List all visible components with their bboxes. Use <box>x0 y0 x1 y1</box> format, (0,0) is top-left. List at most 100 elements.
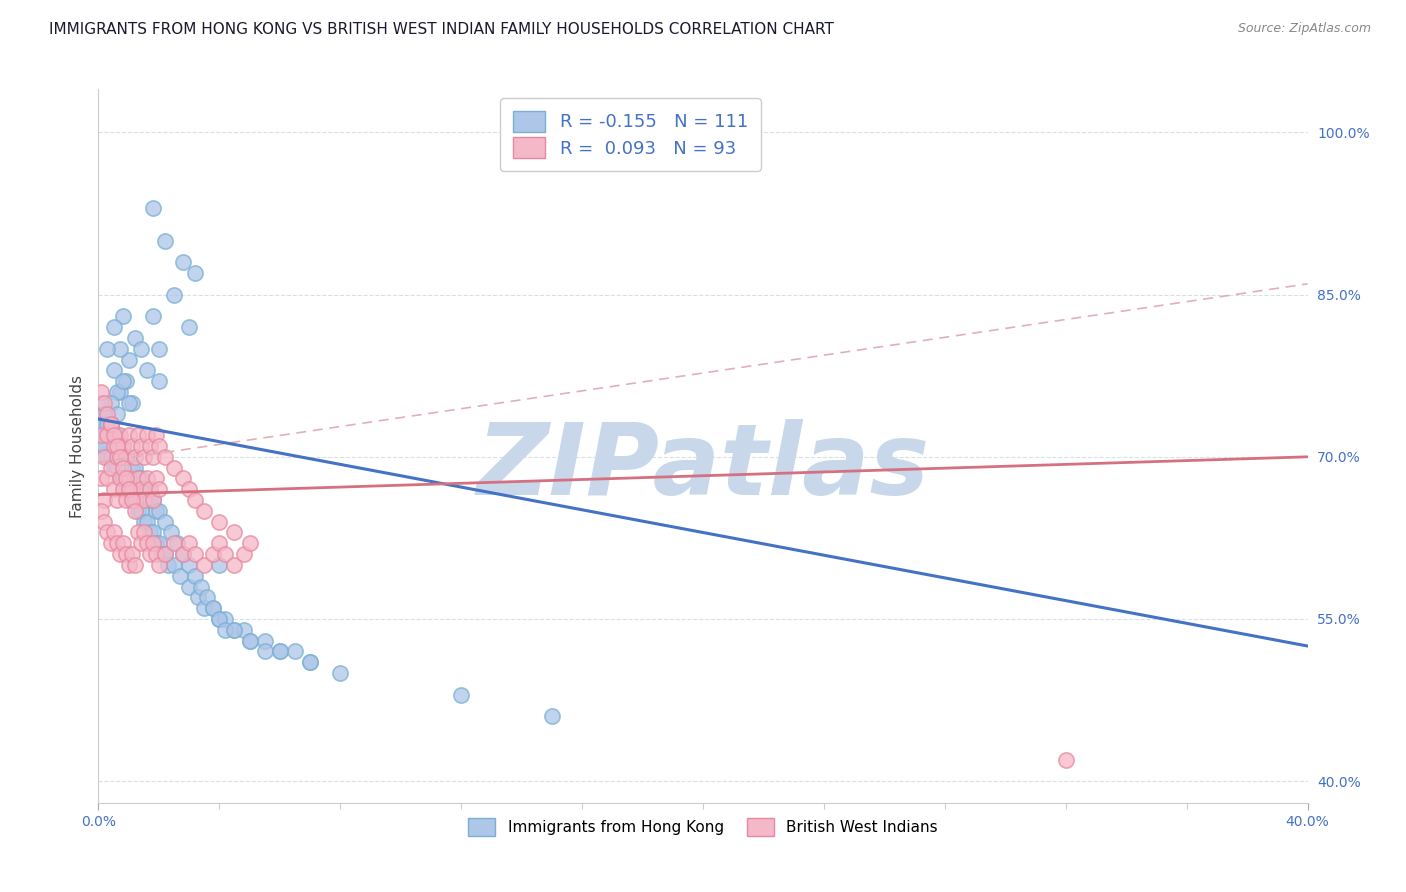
Point <box>90 471 112 485</box>
Point <box>145 471 167 485</box>
Point <box>108 547 131 561</box>
Point <box>108 450 131 464</box>
Point <box>114 547 136 561</box>
Point <box>540 709 562 723</box>
Point <box>214 623 236 637</box>
Point <box>124 558 146 572</box>
Point <box>121 493 143 508</box>
Point <box>118 471 141 485</box>
Point <box>129 536 152 550</box>
Point <box>100 536 122 550</box>
Point <box>124 504 146 518</box>
Text: IMMIGRANTS FROM HONG KONG VS BRITISH WEST INDIAN FAMILY HOUSEHOLDS CORRELATION C: IMMIGRANTS FROM HONG KONG VS BRITISH WES… <box>49 22 834 37</box>
Point <box>172 547 194 561</box>
Point <box>93 428 115 442</box>
Point <box>127 504 149 518</box>
Point <box>108 428 131 442</box>
Point <box>93 515 115 529</box>
Point <box>121 396 143 410</box>
Point <box>118 396 141 410</box>
Point <box>135 471 157 485</box>
Point <box>135 482 157 496</box>
Point <box>153 547 176 561</box>
Point <box>184 493 207 508</box>
Point <box>184 547 207 561</box>
Point <box>96 342 118 356</box>
Point <box>118 482 141 496</box>
Point <box>105 460 128 475</box>
Point <box>103 525 125 540</box>
Point <box>202 547 225 561</box>
Point <box>148 374 170 388</box>
Point <box>118 482 141 496</box>
Point <box>105 407 128 421</box>
Point <box>111 482 134 496</box>
Point <box>124 493 146 508</box>
Point <box>153 450 176 464</box>
Point <box>172 547 194 561</box>
Point <box>129 439 152 453</box>
Point <box>187 591 209 605</box>
Point <box>184 266 207 280</box>
Point <box>90 384 112 399</box>
Point <box>121 439 143 453</box>
Point <box>93 439 115 453</box>
Point <box>90 417 112 432</box>
Point <box>224 558 246 572</box>
Point <box>111 460 134 475</box>
Point <box>114 450 136 464</box>
Point <box>111 439 134 453</box>
Point <box>142 493 165 508</box>
Point <box>148 342 170 356</box>
Point <box>195 591 218 605</box>
Point <box>202 601 225 615</box>
Point <box>166 536 188 550</box>
Point <box>100 417 122 432</box>
Point <box>239 633 262 648</box>
Point <box>103 482 125 496</box>
Point <box>108 471 131 485</box>
Point <box>118 450 141 464</box>
Point <box>299 655 322 669</box>
Point <box>127 525 149 540</box>
Point <box>90 504 112 518</box>
Point <box>208 536 231 550</box>
Point <box>202 601 225 615</box>
Point <box>148 504 170 518</box>
Point <box>139 547 162 561</box>
Point <box>208 515 231 529</box>
Point <box>145 428 167 442</box>
Point <box>1054 753 1077 767</box>
Point <box>124 450 146 464</box>
Point <box>96 417 118 432</box>
Point <box>121 460 143 475</box>
Point <box>129 482 152 496</box>
Point <box>193 504 215 518</box>
Point <box>142 493 165 508</box>
Point <box>153 547 176 561</box>
Point <box>163 558 186 572</box>
Text: Source: ZipAtlas.com: Source: ZipAtlas.com <box>1237 22 1371 36</box>
Point <box>132 450 155 464</box>
Point <box>121 547 143 561</box>
Point <box>224 525 246 540</box>
Point <box>253 633 276 648</box>
Point <box>118 352 141 367</box>
Point <box>132 515 155 529</box>
Point <box>179 482 201 496</box>
Point <box>129 504 152 518</box>
Point <box>111 439 134 453</box>
Point <box>127 471 149 485</box>
Point <box>169 568 191 582</box>
Point <box>135 363 157 377</box>
Point <box>103 428 125 442</box>
Point <box>208 612 231 626</box>
Point <box>224 623 246 637</box>
Point <box>160 525 183 540</box>
Point <box>190 580 212 594</box>
Point <box>90 439 112 453</box>
Point <box>114 482 136 496</box>
Point <box>100 460 122 475</box>
Point <box>135 536 157 550</box>
Point <box>193 558 215 572</box>
